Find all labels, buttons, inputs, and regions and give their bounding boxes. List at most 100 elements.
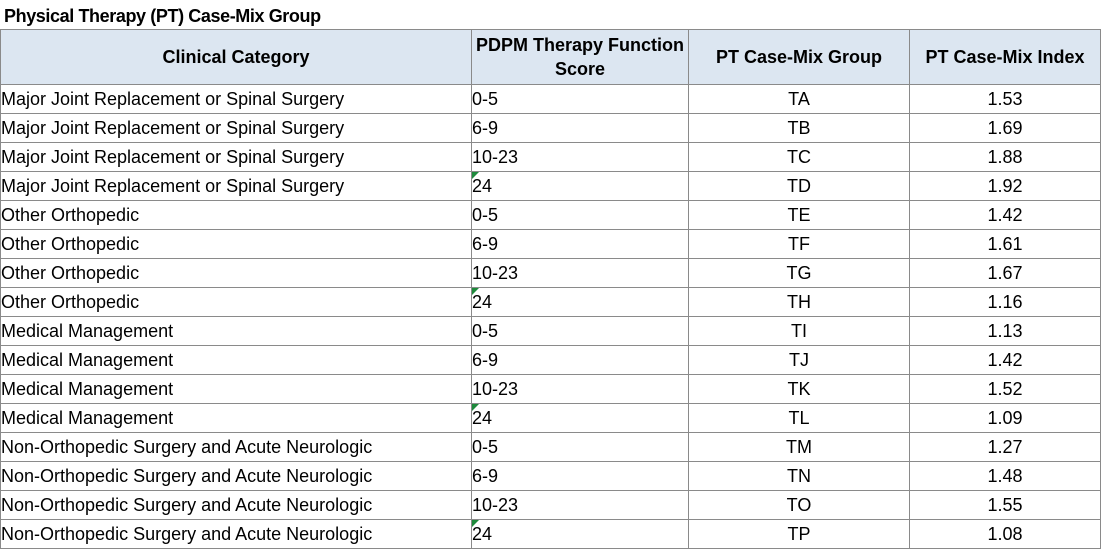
table-row: Major Joint Replacement or Spinal Surger… (0, 113, 1101, 143)
cell-value: Non-Orthopedic Surgery and Acute Neurolo… (1, 466, 373, 486)
cell-function-score[interactable]: 0-5 (471, 84, 689, 114)
table-row: Non-Orthopedic Surgery and Acute Neurolo… (0, 519, 1101, 549)
number-as-text-indicator-icon[interactable] (472, 288, 479, 295)
cell-case-mix-group[interactable]: TG (688, 258, 910, 288)
column-header-case-mix-group[interactable]: PT Case-Mix Group (688, 29, 910, 85)
cell-case-mix-group[interactable]: TA (688, 84, 910, 114)
cell-clinical-category[interactable]: Non-Orthopedic Surgery and Acute Neurolo… (0, 461, 472, 491)
table-row: Other Orthopedic 10-23 TG 1.67 (0, 258, 1101, 288)
cell-case-mix-index[interactable]: 1.08 (909, 519, 1101, 549)
cell-function-score[interactable]: 10-23 (471, 490, 689, 520)
cell-case-mix-group[interactable]: TI (688, 316, 910, 346)
cell-case-mix-group[interactable]: TE (688, 200, 910, 230)
cell-case-mix-index[interactable]: 1.27 (909, 432, 1101, 462)
cell-function-score[interactable]: 24 (471, 519, 689, 549)
cell-function-score[interactable]: 24 (471, 171, 689, 201)
cell-function-score[interactable]: 10-23 (471, 258, 689, 288)
cell-case-mix-index[interactable]: 1.48 (909, 461, 1101, 491)
cell-value: 1.08 (987, 524, 1023, 544)
cell-clinical-category[interactable]: Other Orthopedic (0, 200, 472, 230)
table-title: Physical Therapy (PT) Case-Mix Group (4, 6, 321, 26)
cell-value: Non-Orthopedic Surgery and Acute Neurolo… (1, 524, 373, 544)
table-row: Other Orthopedic 6-9 TF 1.61 (0, 229, 1101, 259)
cell-value: 24 (472, 524, 493, 544)
cell-clinical-category[interactable]: Non-Orthopedic Surgery and Acute Neurolo… (0, 519, 472, 549)
cell-value: TN (787, 466, 811, 486)
cell-value: 1.67 (987, 263, 1023, 283)
column-header-case-mix-index[interactable]: PT Case-Mix Index (909, 29, 1101, 85)
cell-clinical-category[interactable]: Medical Management (0, 374, 472, 404)
cell-case-mix-group[interactable]: TC (688, 142, 910, 172)
cell-case-mix-index[interactable]: 1.61 (909, 229, 1101, 259)
cell-clinical-category[interactable]: Other Orthopedic (0, 287, 472, 317)
cell-case-mix-index[interactable]: 1.42 (909, 200, 1101, 230)
cell-case-mix-group[interactable]: TB (688, 113, 910, 143)
cell-case-mix-index[interactable]: 1.09 (909, 403, 1101, 433)
cell-function-score[interactable]: 24 (471, 287, 689, 317)
cell-function-score[interactable]: 0-5 (471, 316, 689, 346)
table-row: Non-Orthopedic Surgery and Acute Neurolo… (0, 490, 1101, 520)
cell-case-mix-index[interactable]: 1.16 (909, 287, 1101, 317)
cell-clinical-category[interactable]: Other Orthopedic (0, 258, 472, 288)
cell-clinical-category[interactable]: Medical Management (0, 316, 472, 346)
cell-clinical-category[interactable]: Major Joint Replacement or Spinal Surger… (0, 171, 472, 201)
cell-case-mix-index[interactable]: 1.55 (909, 490, 1101, 520)
cell-function-score[interactable]: 10-23 (471, 142, 689, 172)
cell-clinical-category[interactable]: Other Orthopedic (0, 229, 472, 259)
cell-case-mix-index[interactable]: 1.13 (909, 316, 1101, 346)
number-as-text-indicator-icon[interactable] (472, 172, 479, 179)
cell-function-score[interactable]: 24 (471, 403, 689, 433)
table-row: Other Orthopedic 24 TH 1.16 (0, 287, 1101, 317)
cell-case-mix-group[interactable]: TP (688, 519, 910, 549)
number-as-text-indicator-icon[interactable] (472, 404, 479, 411)
cell-case-mix-group[interactable]: TJ (688, 345, 910, 375)
cell-value: 1.69 (987, 118, 1023, 138)
number-as-text-indicator-icon[interactable] (472, 520, 479, 527)
cell-function-score[interactable]: 6-9 (471, 113, 689, 143)
cell-function-score[interactable]: 6-9 (471, 229, 689, 259)
cell-case-mix-index[interactable]: 1.52 (909, 374, 1101, 404)
cell-value: Medical Management (1, 321, 174, 341)
cell-clinical-category[interactable]: Non-Orthopedic Surgery and Acute Neurolo… (0, 490, 472, 520)
cell-function-score[interactable]: 0-5 (471, 432, 689, 462)
cell-function-score[interactable]: 6-9 (471, 345, 689, 375)
cell-function-score[interactable]: 10-23 (471, 374, 689, 404)
cell-case-mix-group[interactable]: TD (688, 171, 910, 201)
cell-case-mix-index[interactable]: 1.92 (909, 171, 1101, 201)
cell-clinical-category[interactable]: Major Joint Replacement or Spinal Surger… (0, 142, 472, 172)
cell-value: 10-23 (472, 147, 519, 167)
cell-case-mix-index[interactable]: 1.67 (909, 258, 1101, 288)
cell-value: TK (787, 379, 811, 399)
column-header-function-score[interactable]: PDPM Therapy Function Score (471, 29, 689, 85)
cell-case-mix-group[interactable]: TF (688, 229, 910, 259)
cell-case-mix-group[interactable]: TN (688, 461, 910, 491)
cell-value: Medical Management (1, 408, 174, 428)
cell-case-mix-group[interactable]: TO (688, 490, 910, 520)
cell-clinical-category[interactable]: Major Joint Replacement or Spinal Surger… (0, 84, 472, 114)
cell-function-score[interactable]: 6-9 (471, 461, 689, 491)
table-row: Other Orthopedic 0-5 TE 1.42 (0, 200, 1101, 230)
cell-clinical-category[interactable]: Medical Management (0, 403, 472, 433)
cell-case-mix-index[interactable]: 1.88 (909, 142, 1101, 172)
cell-value: TP (787, 524, 811, 544)
cell-function-score[interactable]: 0-5 (471, 200, 689, 230)
cell-value: Other Orthopedic (1, 234, 140, 254)
cell-value: TE (787, 205, 811, 225)
cell-value: 1.27 (987, 437, 1023, 457)
cell-case-mix-group[interactable]: TK (688, 374, 910, 404)
cell-case-mix-index[interactable]: 1.53 (909, 84, 1101, 114)
cell-value: 1.42 (987, 205, 1023, 225)
column-header-clinical-category[interactable]: Clinical Category (0, 29, 472, 85)
cell-value: 1.88 (987, 147, 1023, 167)
cell-case-mix-group[interactable]: TM (688, 432, 910, 462)
cell-clinical-category[interactable]: Non-Orthopedic Surgery and Acute Neurolo… (0, 432, 472, 462)
table-row: Medical Management 6-9 TJ 1.42 (0, 345, 1101, 375)
cell-case-mix-group[interactable]: TH (688, 287, 910, 317)
cell-clinical-category[interactable]: Major Joint Replacement or Spinal Surger… (0, 113, 472, 143)
cell-case-mix-group[interactable]: TL (688, 403, 910, 433)
cell-case-mix-index[interactable]: 1.42 (909, 345, 1101, 375)
cell-clinical-category[interactable]: Medical Management (0, 345, 472, 375)
cell-value: 6-9 (472, 350, 499, 370)
table-row: Major Joint Replacement or Spinal Surger… (0, 171, 1101, 201)
cell-case-mix-index[interactable]: 1.69 (909, 113, 1101, 143)
